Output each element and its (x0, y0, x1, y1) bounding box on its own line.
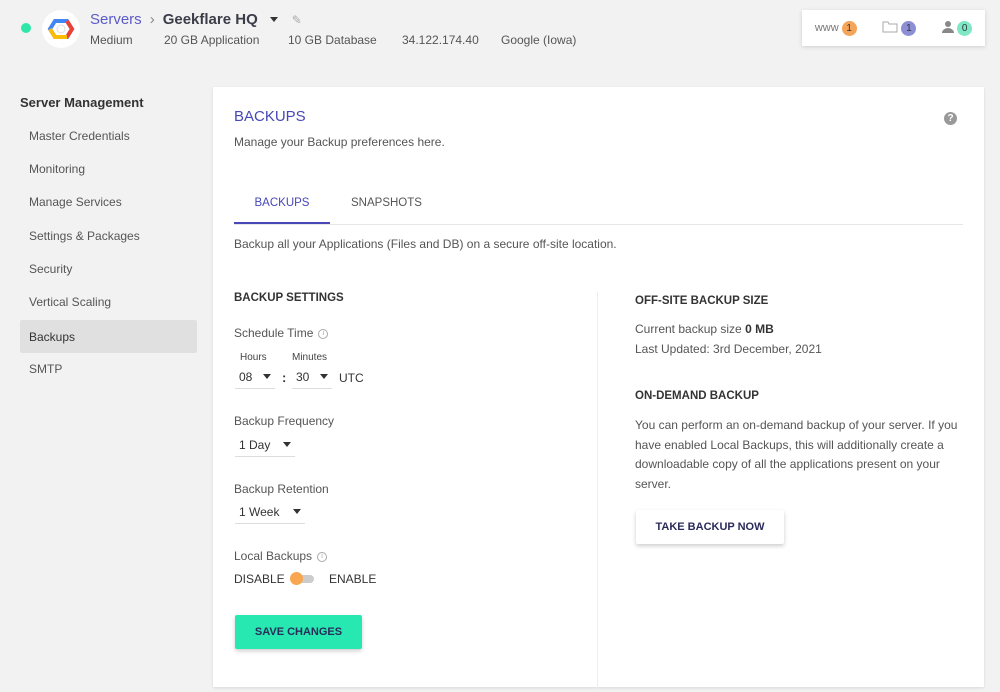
edit-pencil-icon[interactable]: ✎ (291, 12, 302, 27)
chevron-right-icon: › (149, 11, 155, 28)
on-demand-title: ON-DEMAND BACKUP (635, 390, 759, 402)
user-icon (942, 20, 955, 36)
breadcrumb-servers[interactable]: Servers (90, 11, 142, 28)
chevron-down-icon (263, 374, 271, 379)
info-icon[interactable]: i (318, 328, 329, 339)
timezone-label: UTC (339, 371, 364, 385)
folder-badge[interactable]: 1 (882, 20, 917, 36)
server-dropdown-icon[interactable] (269, 17, 278, 22)
google-cloud-logo (42, 10, 80, 48)
sidebar-item-master-credentials[interactable]: Master Credentials (29, 128, 130, 143)
sidebar-item-backups[interactable]: Backups (20, 320, 197, 353)
disable-label: DISABLE (234, 572, 285, 586)
user-count: 0 (957, 20, 973, 36)
hours-select[interactable]: 08 (235, 365, 275, 389)
server-provider: Google (Iowa) (501, 33, 577, 47)
server-size: Medium (90, 33, 133, 47)
sidebar-title: Server Management (20, 95, 144, 110)
current-size-value: 0 MB (745, 322, 774, 336)
backups-panel: BACKUPS Manage your Backup preferences h… (213, 87, 984, 692)
tab-divider (234, 224, 963, 225)
server-name[interactable]: Geekflare HQ (162, 11, 258, 28)
chevron-down-icon (293, 509, 301, 514)
time-separator: : (282, 370, 287, 385)
hours-label: Hours (240, 352, 267, 363)
status-dot (21, 23, 31, 33)
minutes-label: Minutes (292, 352, 328, 363)
folder-count: 1 (901, 20, 917, 36)
local-backups-toggle[interactable] (290, 572, 314, 585)
help-icon[interactable]: ? (944, 112, 957, 125)
info-icon[interactable]: i (317, 551, 328, 562)
enable-label: ENABLE (329, 572, 377, 586)
schedule-time-label: Schedule Time (234, 326, 314, 340)
backup-frequency-select[interactable]: 1 Day (235, 433, 295, 457)
server-badges: www 1 1 0 (802, 10, 985, 46)
server-ip: 34.122.174.40 (402, 33, 479, 47)
chevron-down-icon (283, 442, 291, 447)
backup-retention-select[interactable]: 1 Week (235, 500, 305, 524)
backup-frequency-label: Backup Frequency (234, 414, 335, 428)
on-demand-description: You can perform an on-demand backup of y… (635, 418, 958, 491)
sidebar-item-vertical-scaling[interactable]: Vertical Scaling (29, 294, 112, 309)
user-badge[interactable]: 0 (942, 20, 973, 36)
sidebar-item-smtp[interactable]: SMTP (29, 361, 63, 376)
sidebar-item-manage-services[interactable]: Manage Services (29, 194, 122, 209)
backup-retention-label: Backup Retention (234, 482, 329, 496)
local-backups-label: Local Backups (234, 549, 313, 563)
backups-description: Backup all your Applications (Files and … (234, 237, 617, 251)
tab-backups[interactable]: BACKUPS (234, 195, 330, 224)
offsite-size-title: OFF-SITE BACKUP SIZE (635, 295, 769, 307)
sidebar-item-monitoring[interactable]: Monitoring (29, 161, 86, 176)
www-badge[interactable]: www 1 (814, 20, 857, 36)
server-db-storage: 10 GB Database (288, 33, 377, 47)
sidebar-item-security[interactable]: Security (29, 261, 73, 276)
server-app-storage: 20 GB Application (164, 33, 260, 47)
sidebar-item-settings-packages[interactable]: Settings & Packages (29, 228, 140, 243)
take-backup-now-button[interactable]: TAKE BACKUP NOW (636, 510, 784, 544)
www-count: 1 (841, 20, 857, 36)
save-changes-button[interactable]: SAVE CHANGES (235, 615, 362, 649)
current-size-label: Current backup size (635, 322, 742, 336)
column-divider (597, 292, 598, 692)
folder-icon (882, 20, 898, 36)
chevron-down-icon (320, 374, 328, 379)
page-subtitle: Manage your Backup preferences here. (234, 135, 445, 149)
minutes-select[interactable]: 30 (292, 365, 332, 389)
tab-snapshots[interactable]: SNAPSHOTS (351, 197, 422, 209)
backup-settings-title: BACKUP SETTINGS (234, 292, 344, 304)
last-updated: Last Updated: 3rd December, 2021 (635, 342, 822, 356)
www-icon: www (814, 22, 839, 34)
page-title: BACKUPS (234, 108, 306, 125)
